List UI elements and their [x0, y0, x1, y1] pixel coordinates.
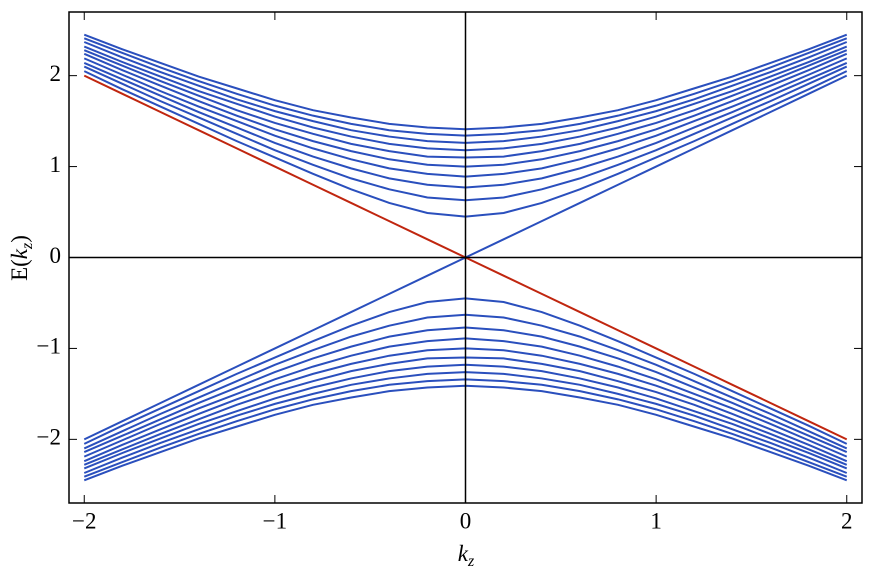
- x-label-sub: z: [467, 553, 475, 570]
- x-tick-label: 0: [460, 508, 472, 533]
- y-label-close: ): [7, 235, 32, 243]
- y-tick-label: 1: [50, 152, 62, 177]
- y-tick-label: 0: [50, 243, 62, 268]
- x-axis-label: kz: [458, 541, 475, 569]
- y-label-var: k: [7, 248, 32, 259]
- x-tick-label: −2: [72, 508, 96, 533]
- x-tick-label: −1: [263, 508, 287, 533]
- y-tick-label: −1: [37, 334, 61, 359]
- y-axis-label: E(kz): [7, 235, 35, 281]
- y-tick-label: 2: [50, 61, 62, 86]
- y-label-sub: z: [19, 242, 36, 250]
- x-label-base: k: [458, 541, 469, 566]
- x-tick-label: 1: [650, 508, 662, 533]
- y-label-open: E(: [7, 259, 32, 281]
- y-tick-label: −2: [37, 425, 61, 450]
- x-tick-label: 2: [841, 508, 853, 533]
